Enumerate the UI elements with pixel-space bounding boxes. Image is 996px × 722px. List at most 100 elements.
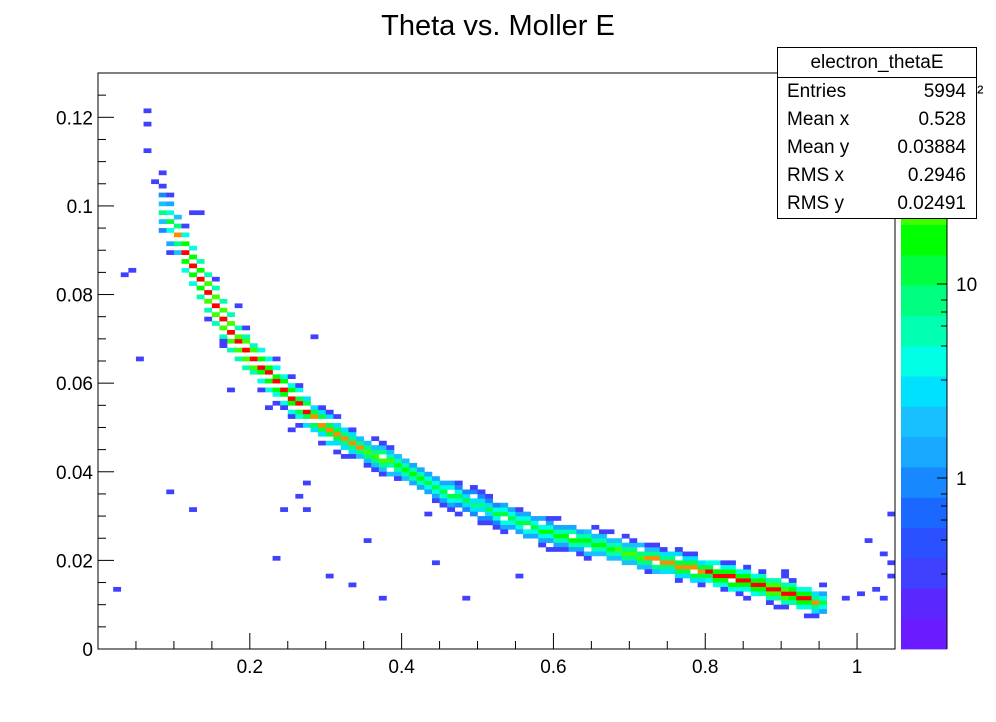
histogram-bin [477,489,486,495]
histogram-bin [424,485,433,490]
histogram-bin [477,507,486,512]
y-tick-label: 0.12 [56,108,93,129]
histogram-bin [462,502,471,508]
palette-swatch [901,467,947,498]
histogram-bin [196,285,205,291]
histogram-bin [743,573,752,579]
histogram-bin [431,498,440,504]
histogram-bin [272,387,281,393]
histogram-bin [166,219,175,224]
histogram-bin [811,609,820,614]
histogram-bin [227,321,235,326]
histogram-bin [667,560,676,566]
histogram-bin [750,573,759,579]
histogram-bin [591,533,600,539]
histogram-bin [325,427,334,433]
histogram-bin [728,560,736,566]
histogram-bin [796,591,805,597]
histogram-bin [705,564,714,570]
histogram-bin [887,560,896,566]
histogram-bin [583,542,592,548]
histogram-bin [788,586,797,592]
histogram-bin [287,383,296,388]
histogram-bin [469,511,478,517]
histogram-bin [378,595,387,601]
histogram-bin [242,338,251,344]
y-tick-label: 0.02 [56,551,93,572]
histogram-bin [530,516,539,521]
histogram-bin [242,334,251,340]
histogram-bin [166,210,175,216]
histogram-bin [758,586,767,592]
histogram-bin [773,582,782,588]
histogram-bin [561,538,569,543]
histogram-bin [690,555,698,561]
palette-swatch [901,497,947,529]
histogram-bin [287,409,296,415]
histogram-bin [629,538,638,543]
histogram-bin [781,595,790,601]
histogram-bin [295,409,304,415]
histogram-bin [295,387,304,393]
histogram-bin [204,272,213,278]
histogram-bin [743,586,752,592]
histogram-bin [598,551,607,557]
histogram-bin [697,582,706,588]
histogram-bin [242,365,251,371]
histogram-bin [803,591,812,597]
stats-label: RMS x [787,165,844,186]
histogram-bin [333,414,342,419]
palette-swatch [901,406,947,438]
histogram-bin [515,516,524,521]
histogram-bin [887,511,896,517]
histogram-bin [227,312,235,317]
palette-swatch [901,315,947,347]
histogram-bin [295,414,304,419]
histogram-bin [173,241,182,247]
histogram-bin [492,524,501,530]
histogram-bin [636,542,645,548]
histogram-bin [431,480,440,486]
histogram-bin [189,507,197,512]
histogram-bin [644,551,653,557]
histogram-bin [591,524,600,530]
histogram-bin [310,414,319,419]
histogram-bin [272,400,281,406]
histogram-bin [302,480,311,486]
histogram-bin [644,564,653,570]
histogram-bin [841,595,850,601]
histogram-bin [356,440,364,446]
histogram-bin [242,325,251,331]
histogram-bin [439,485,448,490]
x-tick-label: 0.4 [388,657,415,678]
histogram-bin [690,578,698,583]
histogram-bin [302,409,311,415]
histogram-bin [697,564,706,570]
histogram-bin [318,423,327,428]
histogram-bin [485,520,493,526]
histogram-bin [325,440,334,446]
histogram-bin [667,555,676,561]
y-tick-label: 0.1 [67,197,93,218]
histogram-bin [879,595,888,601]
histogram-bin [606,538,615,543]
histogram-bin [264,387,273,393]
histogram-bin [371,462,380,468]
histogram-bin [219,334,228,340]
histogram-bin [507,516,516,521]
histogram-bin [173,232,182,238]
histogram-bin [538,524,547,530]
histogram-bin [181,259,190,264]
histogram-bin [576,547,585,552]
histogram-bin [234,325,243,331]
histogram-bin [538,516,547,521]
histogram-bin [371,436,380,442]
histogram-bin [173,223,182,229]
histogram-bin [485,511,493,517]
stats-label: Mean x [787,109,850,130]
histogram-bin [674,569,683,574]
histogram-bin [219,338,228,344]
histogram-bin [234,334,243,340]
chart-title: Theta vs. Moller E [381,10,615,42]
histogram-bin [697,560,706,566]
